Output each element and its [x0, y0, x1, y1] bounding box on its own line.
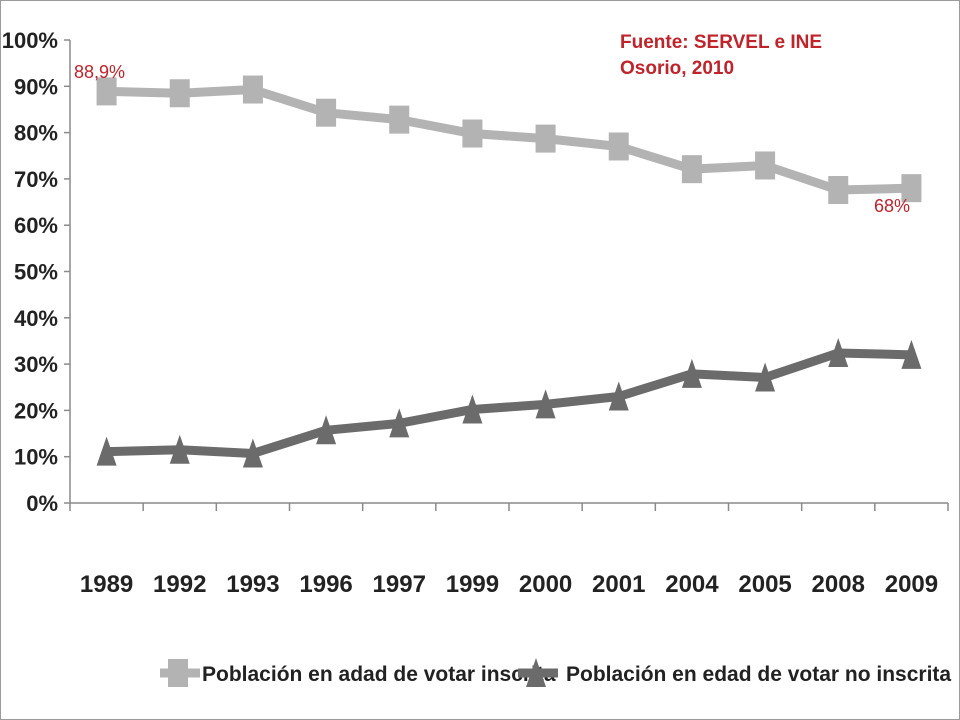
data-point-triangle — [389, 408, 410, 438]
y-tick-label: 70% — [14, 167, 58, 192]
legend-label: Población en edad de votar no inscrita — [566, 663, 951, 686]
series-line — [106, 348, 912, 458]
data-point-square — [242, 75, 263, 104]
y-tick-label: 60% — [14, 213, 58, 238]
source-line-1: Fuente: SERVEL e INE — [620, 32, 823, 53]
y-tick-label: 20% — [14, 398, 58, 423]
data-point-triangle — [681, 358, 702, 388]
x-tick-label: 1989 — [80, 571, 133, 598]
x-tick-label: 1996 — [299, 571, 352, 598]
x-tick-label: 1992 — [153, 571, 206, 598]
legend-marker-triangle — [526, 658, 546, 687]
data-point-square — [681, 155, 702, 184]
x-tick-label: 2009 — [885, 571, 938, 598]
data-point-square — [828, 176, 849, 205]
data-point-square — [535, 124, 556, 153]
x-tick-label: 2005 — [738, 571, 791, 598]
axes — [64, 39, 949, 511]
legend-item: Población en edad de votar no inscrita — [518, 658, 951, 687]
x-tick-labels: 1989 1992 1993 1996 1997 1999 2000 2001 2004 2005… — [80, 571, 938, 598]
series-no-inscrita — [96, 337, 922, 468]
data-point-triangle — [169, 434, 190, 464]
x-tick-label: 1999 — [446, 571, 499, 598]
data-point-triangle — [242, 438, 263, 468]
x-tick-label: 2000 — [519, 571, 572, 598]
y-tick-label: 100% — [2, 28, 58, 53]
legend: Población en adad de votar inscrita Pobla… — [160, 658, 951, 687]
data-point-square — [169, 79, 190, 108]
x-tick-label: 2008 — [812, 571, 865, 598]
y-tick-label: 0% — [26, 491, 58, 516]
x-tick-label: 2004 — [665, 571, 719, 598]
y-tick-label: 50% — [14, 260, 58, 285]
legend-marker-square — [168, 659, 188, 687]
y-tick-label: 10% — [14, 445, 58, 470]
data-point-square — [316, 98, 337, 127]
y-tick-label: 30% — [14, 352, 58, 377]
data-point-triangle — [755, 362, 776, 392]
series-layer — [96, 75, 922, 468]
data-point-triangle — [608, 381, 629, 411]
data-point-square — [901, 174, 922, 203]
y-tick-labels: 0% 10% 20% 30% 40% 50% 60% 70% 80% 90% 100% — [2, 28, 58, 516]
data-point-triangle — [316, 415, 337, 445]
x-tick-label: 2001 — [592, 571, 645, 598]
data-point-square — [462, 119, 483, 148]
data-point-square — [96, 77, 117, 106]
y-tick-label: 90% — [14, 74, 58, 99]
source-line-2: Osorio, 2010 — [620, 58, 735, 79]
data-point-square — [608, 132, 629, 161]
data-point-triangle — [828, 337, 849, 367]
series-line — [106, 85, 912, 195]
data-point-triangle — [535, 389, 556, 419]
y-tick-label: 80% — [14, 121, 58, 146]
legend-item: Población en adad de votar inscrita — [160, 659, 556, 687]
data-point-square — [389, 105, 410, 134]
source-note: Fuente: SERVEL e INE Osorio, 2010 — [620, 30, 822, 82]
data-point-square — [755, 151, 776, 180]
data-point-triangle — [901, 339, 922, 369]
annotation-last-value: 68% — [874, 196, 911, 216]
series-inscrita — [96, 75, 922, 205]
data-point-triangle — [462, 394, 483, 424]
x-tick-label: 1993 — [226, 571, 279, 598]
x-tick-label: 1997 — [373, 571, 426, 598]
annotation-first-value: 88,9% — [74, 62, 126, 82]
legend-label: Población en adad de votar inscrita — [202, 663, 556, 686]
data-point-triangle — [96, 436, 117, 466]
y-tick-label: 40% — [14, 306, 58, 331]
